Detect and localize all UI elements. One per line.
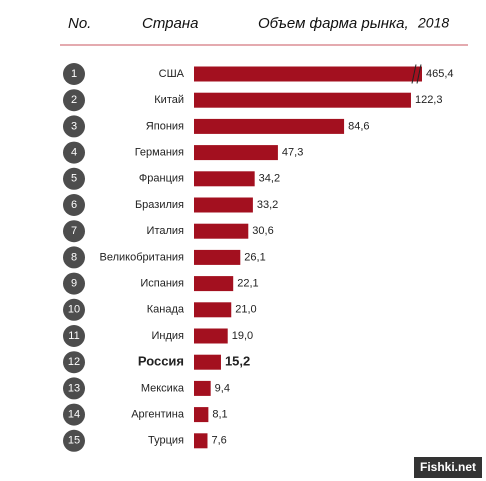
category-label: Мексика [141,382,185,394]
value-label: 84,6 [348,120,369,132]
bar [194,302,232,318]
category-label: США [159,68,185,80]
rank-header: No. [68,15,91,32]
bar [194,197,253,213]
rank-badge [63,167,85,190]
value-label: 19,0 [232,330,253,342]
bar [194,380,211,396]
category-label: Великобритания [100,251,185,263]
category-label: Китай [154,94,184,106]
rank-label: 12 [68,356,80,368]
rank-label: 14 [68,409,80,421]
rank-badge [63,377,85,400]
rank-label: 2 [71,94,77,106]
rank-label: 9 [71,278,77,290]
category-label: Франция [139,173,184,185]
value-label: 8,1 [212,409,227,421]
rank-label: 3 [71,120,77,132]
rank-badge [63,141,85,164]
bar [194,66,422,82]
category-label: Бразилия [135,199,184,211]
bar [194,433,208,449]
rank-badge [63,298,85,321]
bar [194,276,234,292]
bar [194,145,278,161]
rank-badge [63,194,85,216]
rank-label: 5 [71,173,77,185]
axis-break [416,64,422,84]
category-label: Россия [138,354,184,369]
value-label: 122,3 [415,94,443,106]
category-header: Страна [142,15,198,32]
bar [194,223,249,239]
rank-label: 1 [71,68,77,80]
category-label: Япония [146,120,184,132]
rank-label: 8 [71,251,77,263]
rank-label: 7 [71,225,77,237]
value-label: 47,3 [282,147,303,159]
value-label: 22,1 [237,278,258,290]
value-label: 15,2 [225,354,250,369]
rank-badge [63,246,85,269]
rank-badge [63,89,85,112]
watermark: Fishki.net [420,460,476,474]
rank-badge [63,429,85,452]
rank-badge [63,351,85,374]
rank-badge [63,115,85,138]
bar [194,171,255,187]
axis-break [411,64,417,84]
rank-label: 11 [68,330,79,342]
bar [194,92,411,108]
bar [194,407,209,423]
bar [194,328,228,344]
watermark-box [414,457,482,478]
value-label: 34,2 [259,173,280,185]
rank-badge [63,272,85,295]
value-label: 465,4 [426,68,454,80]
value-label: 9,4 [215,382,230,394]
bar [194,354,221,370]
rank-badge [63,403,85,426]
category-label: Канада [147,304,185,316]
value-label: 21,0 [235,304,256,316]
rank-label: 13 [68,382,80,394]
rank-badge [63,63,85,85]
value-label: 7,6 [211,435,226,447]
category-label: Индия [151,330,184,342]
category-label: Германия [135,147,184,159]
rank-label: 10 [68,304,80,316]
category-label: Италия [147,225,185,237]
rank-label: 4 [71,147,77,159]
value-label: 30,6 [252,225,273,237]
year-header: 2018 [417,15,449,31]
value-label: 33,2 [257,199,278,211]
bar [194,249,241,265]
category-label: Аргентина [131,409,185,421]
rank-badge [63,325,85,347]
category-label: Турция [148,435,184,447]
value-label: 26,1 [244,251,265,263]
bar [194,118,345,134]
rank-label: 15 [68,435,80,447]
value-header: Объем фарма рынка, [258,15,409,32]
rank-badge [63,220,85,243]
category-label: Испания [140,278,184,290]
rank-label: 6 [71,199,77,211]
